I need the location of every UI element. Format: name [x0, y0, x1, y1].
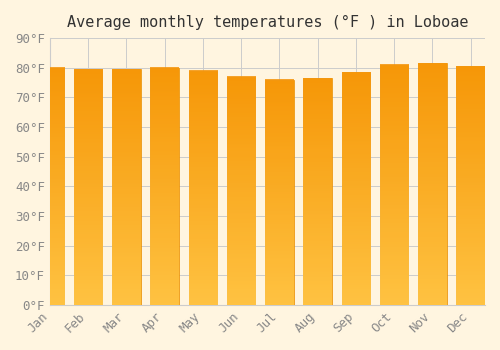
Bar [150, 68, 179, 305]
Bar [342, 72, 370, 305]
Bar [456, 66, 485, 305]
Bar [304, 78, 332, 305]
Bar [112, 69, 140, 305]
Bar [227, 77, 256, 305]
Bar [188, 71, 217, 305]
Title: Average monthly temperatures (°F ) in Loboae: Average monthly temperatures (°F ) in Lo… [66, 15, 468, 30]
Bar [265, 80, 294, 305]
Bar [74, 69, 102, 305]
Bar [418, 63, 446, 305]
Bar [380, 65, 408, 305]
Bar [36, 68, 64, 305]
